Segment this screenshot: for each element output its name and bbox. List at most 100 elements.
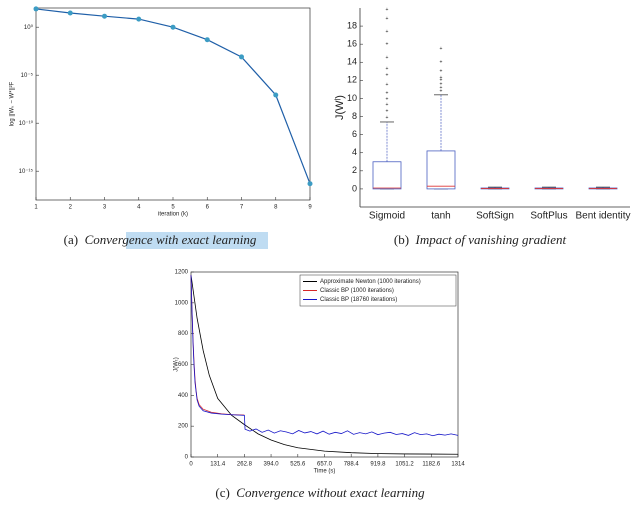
y-tick-label: 600 <box>178 362 189 368</box>
x-tick-label: 1314 <box>451 462 465 468</box>
x-tick-label: 1182.6 <box>422 462 441 468</box>
y-tick-label: 1000 <box>175 300 189 306</box>
x-tick-label: 1051.2 <box>395 462 414 468</box>
y-tick-label: 10⁻¹⁵ <box>19 168 34 175</box>
data-point <box>204 37 210 43</box>
outlier: + <box>440 78 443 84</box>
x-tick-label: 4 <box>137 205 141 211</box>
outlier: + <box>386 72 389 78</box>
box <box>426 150 456 190</box>
outlier: + <box>386 66 389 72</box>
x-tick-label: 9 <box>308 205 312 211</box>
caption: (c) Convergence without exact learning <box>215 485 425 500</box>
data-point <box>33 6 39 12</box>
caption-label: (c) <box>215 485 229 500</box>
data-line <box>190 275 459 437</box>
data-point <box>307 181 313 187</box>
legend-label: Classic BP (18760 iterations) <box>320 297 397 303</box>
y-tick-label: 16 <box>347 39 357 49</box>
y-tick-label: 0 <box>352 183 357 193</box>
data-line <box>190 275 459 455</box>
y-tick-label: 6 <box>352 129 357 139</box>
data-point <box>102 13 107 19</box>
y-axis-label: J(Wˡ) <box>334 95 346 120</box>
data-line <box>190 275 245 416</box>
caption: (a) Convergence with exact learning <box>64 232 257 247</box>
outlier: + <box>386 29 389 35</box>
caption: (b) Impact of vanishing gradient <box>394 232 567 247</box>
y-tick-label: 2 <box>352 165 357 175</box>
x-tick-label: SoftPlus <box>530 211 567 222</box>
outlier: + <box>386 82 389 88</box>
outlier: + <box>386 90 389 96</box>
x-tick-label: 657.0 <box>317 462 333 468</box>
outlier: + <box>386 55 389 61</box>
y-axis-label: J(Wₜ) <box>174 357 180 371</box>
selection-highlight <box>126 232 268 249</box>
y-tick-label: 10⁻⁵ <box>21 72 34 79</box>
x-tick-label: 1 <box>34 205 38 211</box>
y-tick-label: 8 <box>352 111 357 121</box>
x-tick-label: 6 <box>206 205 210 211</box>
x-tick-label: tanh <box>431 211 450 222</box>
legend-label: Approximate Newton (1000 iterations) <box>320 279 421 285</box>
x-tick-label: 3 <box>103 205 107 211</box>
y-tick-label: 0 <box>185 455 189 461</box>
outlier: + <box>386 42 389 48</box>
data-line <box>35 8 311 184</box>
x-axis-label: iteration (k) <box>158 212 188 218</box>
data-point <box>136 16 142 22</box>
legend-label: Classic BP (1000 iterations) <box>320 288 394 294</box>
outlier: + <box>386 102 389 108</box>
y-tick-label: 18 <box>347 20 357 30</box>
x-tick-label: 262.8 <box>237 462 253 468</box>
outlier: + <box>440 69 443 75</box>
x-tick-label: Bent identity <box>575 211 630 222</box>
data-point <box>273 92 279 98</box>
x-tick-label: 7 <box>240 205 244 211</box>
y-tick-label: 14 <box>347 57 357 67</box>
y-tick-label: 10⁻¹⁰ <box>19 120 34 127</box>
x-tick-label: 919.8 <box>370 462 386 468</box>
y-tick-label: 1200 <box>175 270 189 276</box>
data-point <box>239 54 244 60</box>
outlier: + <box>440 85 443 91</box>
caption-text: Convergence with exact learning <box>85 232 257 247</box>
x-tick-label: 0 <box>189 462 193 468</box>
outlier: + <box>386 7 389 13</box>
outlier: + <box>386 108 389 114</box>
outlier: + <box>440 60 443 66</box>
legend-box <box>299 274 457 307</box>
caption-text: Impact of vanishing gradient <box>415 232 567 247</box>
caption-label: (b) <box>394 232 409 247</box>
x-tick-label: 131.4 <box>210 462 226 468</box>
x-tick-label: 8 <box>274 205 278 211</box>
data-point <box>67 10 73 16</box>
outlier: + <box>386 97 389 103</box>
y-tick-label: 12 <box>347 75 357 85</box>
outlier: + <box>440 89 443 95</box>
caption-text: Convergence without exact learning <box>236 485 425 500</box>
x-tick-label: 394.0 <box>264 462 280 468</box>
x-tick-label: 5 <box>171 205 175 211</box>
y-tick-label: 10⁰ <box>24 24 34 31</box>
outlier: + <box>386 115 389 121</box>
y-tick-label: 200 <box>178 424 189 430</box>
x-tick-label: Sigmoid <box>369 211 405 222</box>
outlier: + <box>440 75 443 81</box>
outlier: + <box>440 46 443 52</box>
y-axis-label: log ||Wₖ − W*||²F <box>10 81 16 126</box>
y-tick-label: 800 <box>178 331 189 337</box>
x-tick-label: 525.6 <box>290 462 306 468</box>
x-tick-label: 2 <box>69 205 73 211</box>
x-tick-label: SoftSign <box>476 211 514 222</box>
outlier: + <box>440 81 443 87</box>
plot-frame <box>35 7 311 201</box>
caption-label: (a) <box>64 232 78 247</box>
y-tick-label: 400 <box>178 393 189 399</box>
outlier: + <box>386 16 389 22</box>
y-tick-label: 4 <box>352 147 357 157</box>
box <box>372 161 402 190</box>
